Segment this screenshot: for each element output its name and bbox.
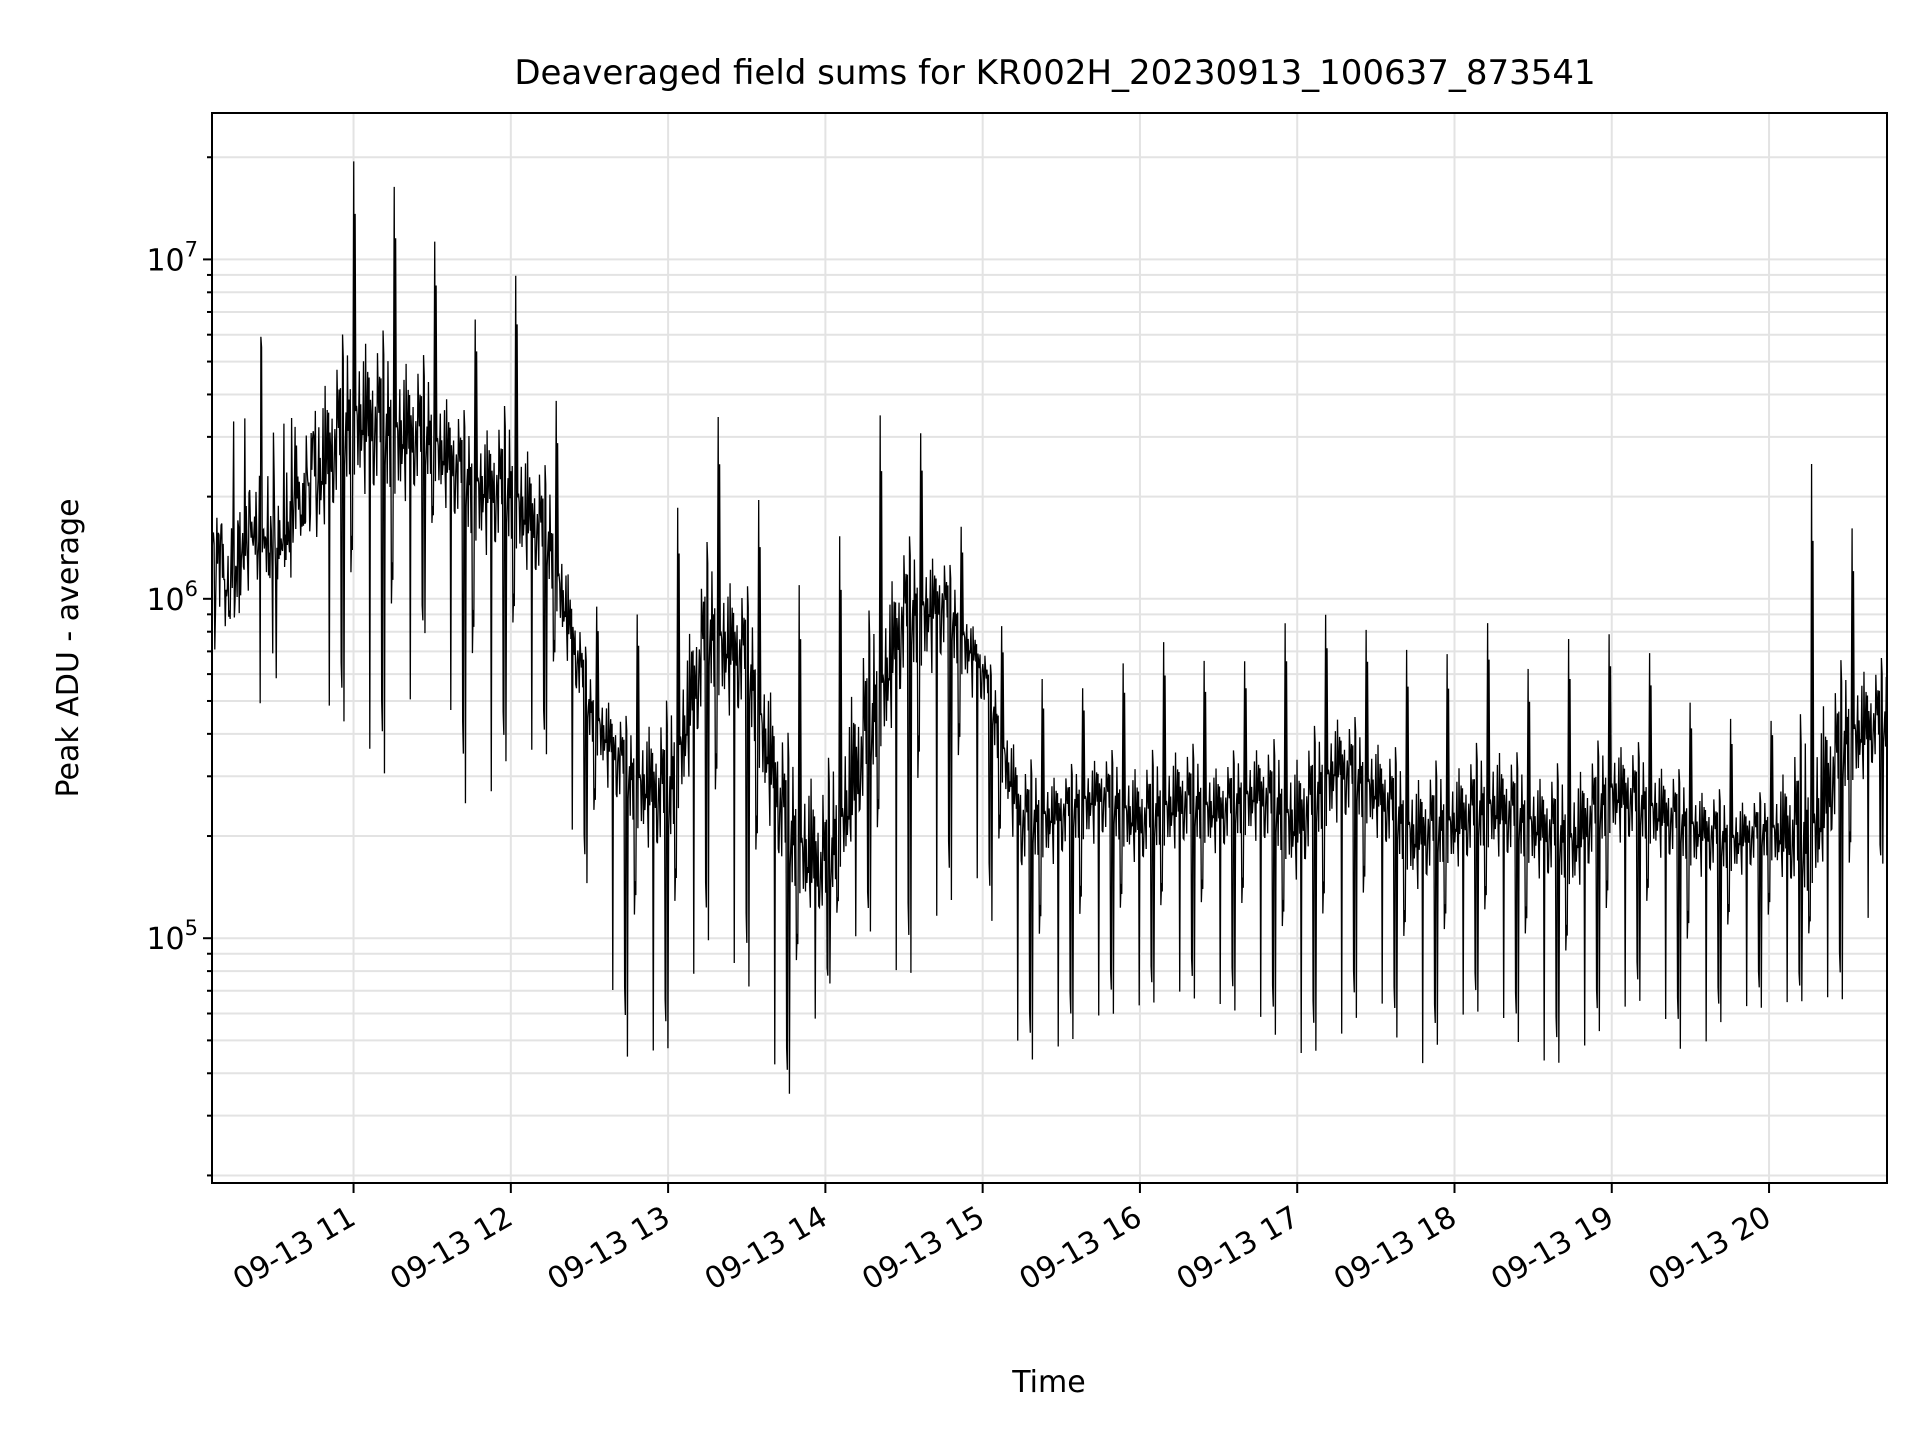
series-layer — [211, 161, 1888, 1094]
x-axis-label: Time — [1011, 1365, 1085, 1400]
y-tick-label: 107 — [146, 237, 198, 278]
y-tick-label-exponent: 7 — [185, 237, 198, 261]
y-axis-label: Peak ADU - average — [51, 498, 86, 797]
y-tick-label-base: 10 — [146, 243, 184, 278]
y-tick-label: 105 — [146, 916, 198, 957]
chart-title: Deaveraged field sums for KR002H_2023091… — [514, 53, 1595, 93]
plot-frame — [211, 112, 1888, 1184]
y-tick-label-exponent: 6 — [185, 577, 198, 601]
y-tick-label-base: 10 — [146, 922, 184, 957]
y-tick-label-exponent: 5 — [185, 916, 198, 940]
y-tick-label-base: 10 — [146, 583, 184, 618]
y-tick-label: 106 — [146, 577, 198, 618]
series-line — [211, 161, 1888, 1094]
